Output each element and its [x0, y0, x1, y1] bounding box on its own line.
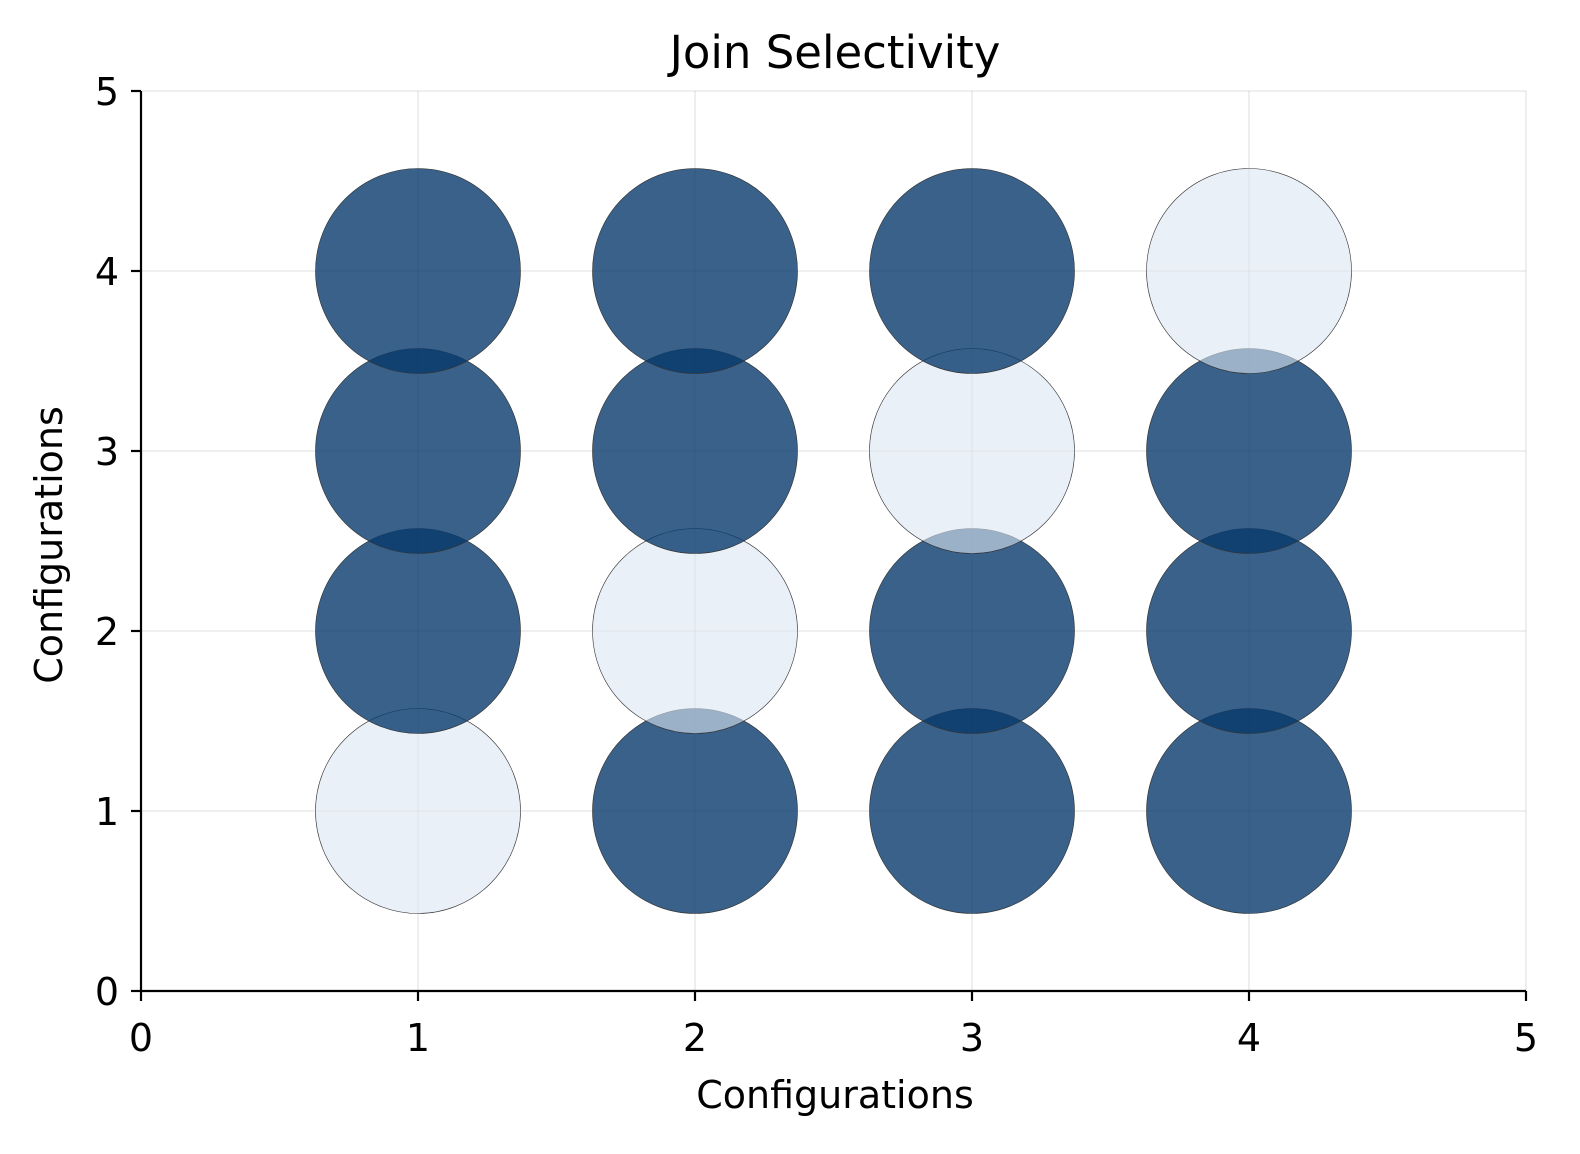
bubble-point-empty: [869, 348, 1075, 554]
y-tick-label: 1: [95, 790, 119, 834]
bubble-point-filled: [592, 708, 798, 914]
axes: [139, 91, 1526, 993]
bubble-point-filled: [592, 168, 798, 374]
bubble-point-empty: [1146, 168, 1352, 374]
bubble-point-filled: [315, 348, 521, 554]
y-tick-label: 3: [95, 430, 119, 474]
bubble-point-filled: [869, 708, 1075, 914]
bubble-point-filled: [592, 348, 798, 554]
y-tick-label: 5: [95, 70, 119, 114]
x-tick-label: 5: [1514, 1016, 1538, 1060]
chart-title: Join Selectivity: [667, 26, 1001, 79]
bubble-point-filled: [1146, 528, 1352, 734]
y-tick-label: 2: [95, 610, 119, 654]
y-axis-title: Configurations: [27, 406, 71, 684]
x-tick-label: 3: [960, 1016, 984, 1060]
x-tick-label: 4: [1237, 1016, 1261, 1060]
bubble-point-filled: [1146, 348, 1352, 554]
x-tick-label: 2: [683, 1016, 707, 1060]
bubble-point-filled: [1146, 708, 1352, 914]
y-axis-ticks: 0 1 2 3 4 5: [95, 70, 141, 1014]
y-tick-label: 4: [95, 250, 119, 294]
bubble-point-filled: [869, 168, 1075, 374]
x-axis-title: Configurations: [696, 1073, 974, 1117]
y-tick-label: 0: [95, 970, 119, 1014]
x-tick-label: 0: [129, 1016, 153, 1060]
bubble-layer: [315, 168, 1352, 914]
x-tick-label: 1: [406, 1016, 430, 1060]
bubble-point-filled: [315, 528, 521, 734]
bubble-point-filled: [315, 168, 521, 374]
bubble-point-empty: [592, 528, 798, 734]
bubble-point-empty: [315, 708, 521, 914]
bubble-point-filled: [869, 528, 1075, 734]
x-axis-ticks: 0 1 2 3 4 5: [129, 991, 1538, 1060]
